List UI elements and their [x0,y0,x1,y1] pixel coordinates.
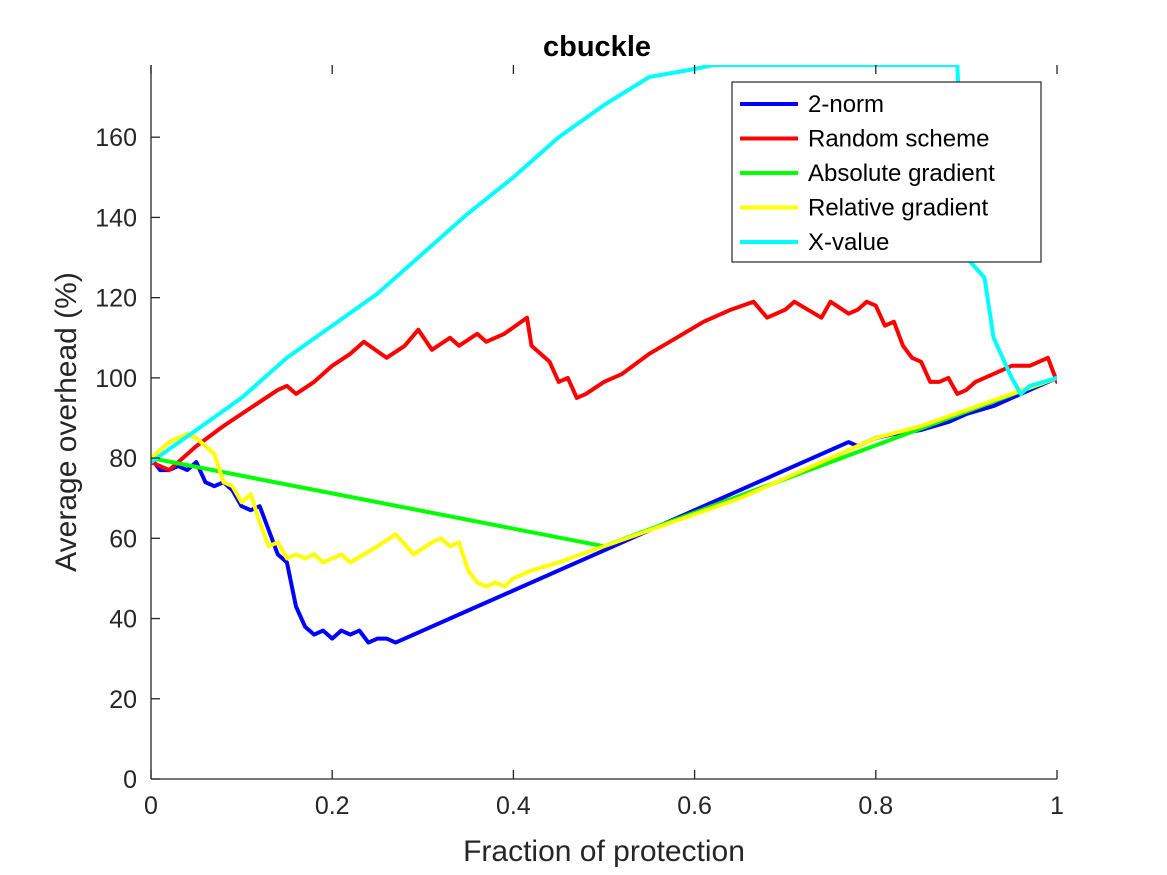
x-tick-label: 0.8 [858,792,893,820]
y-tick-label: 0 [123,766,137,794]
y-tick-label: 160 [95,124,137,152]
legend-label-1: 2-norm [808,91,884,118]
x-tick-label: 0.6 [677,792,712,820]
y-tick-label: 100 [95,365,137,393]
y-tick-label: 120 [95,285,137,313]
series-layer [151,65,1057,645]
y-tick-label: 40 [109,606,137,634]
y-tick-label: 20 [109,686,137,714]
x-tick-label: 0.2 [315,792,350,820]
legend-label-4: Relative gradient [808,195,988,222]
x-tick-label: 0.4 [496,792,531,820]
y-tick-label: 80 [109,445,137,473]
y-tick-label: 140 [95,204,137,232]
y-ticks: 0 20 40 60 80 100 120 140 160 [95,124,160,794]
x-tick-label: 0 [144,792,158,820]
series-line-2 [151,299,1057,473]
chart-title: cbuckle [543,31,651,63]
x-axis-label: Fraction of protection [463,835,745,868]
series-line-5 [151,65,1057,465]
legend-label-5: X-value [808,229,889,256]
legend-label-2: Random scheme [808,126,989,153]
y-axis-label: Average overhead (%) [50,272,83,572]
x-ticks: 0 0.2 0.4 0.6 0.8 1 [144,65,1064,820]
legend-label-3: Absolute gradient [808,160,995,187]
series-line-4 [151,375,1057,589]
y-tick-label: 60 [109,525,137,553]
legend: 2-norm Random scheme Absolute gradient Rela… [731,81,1042,263]
x-tick-label: 1 [1050,792,1064,820]
